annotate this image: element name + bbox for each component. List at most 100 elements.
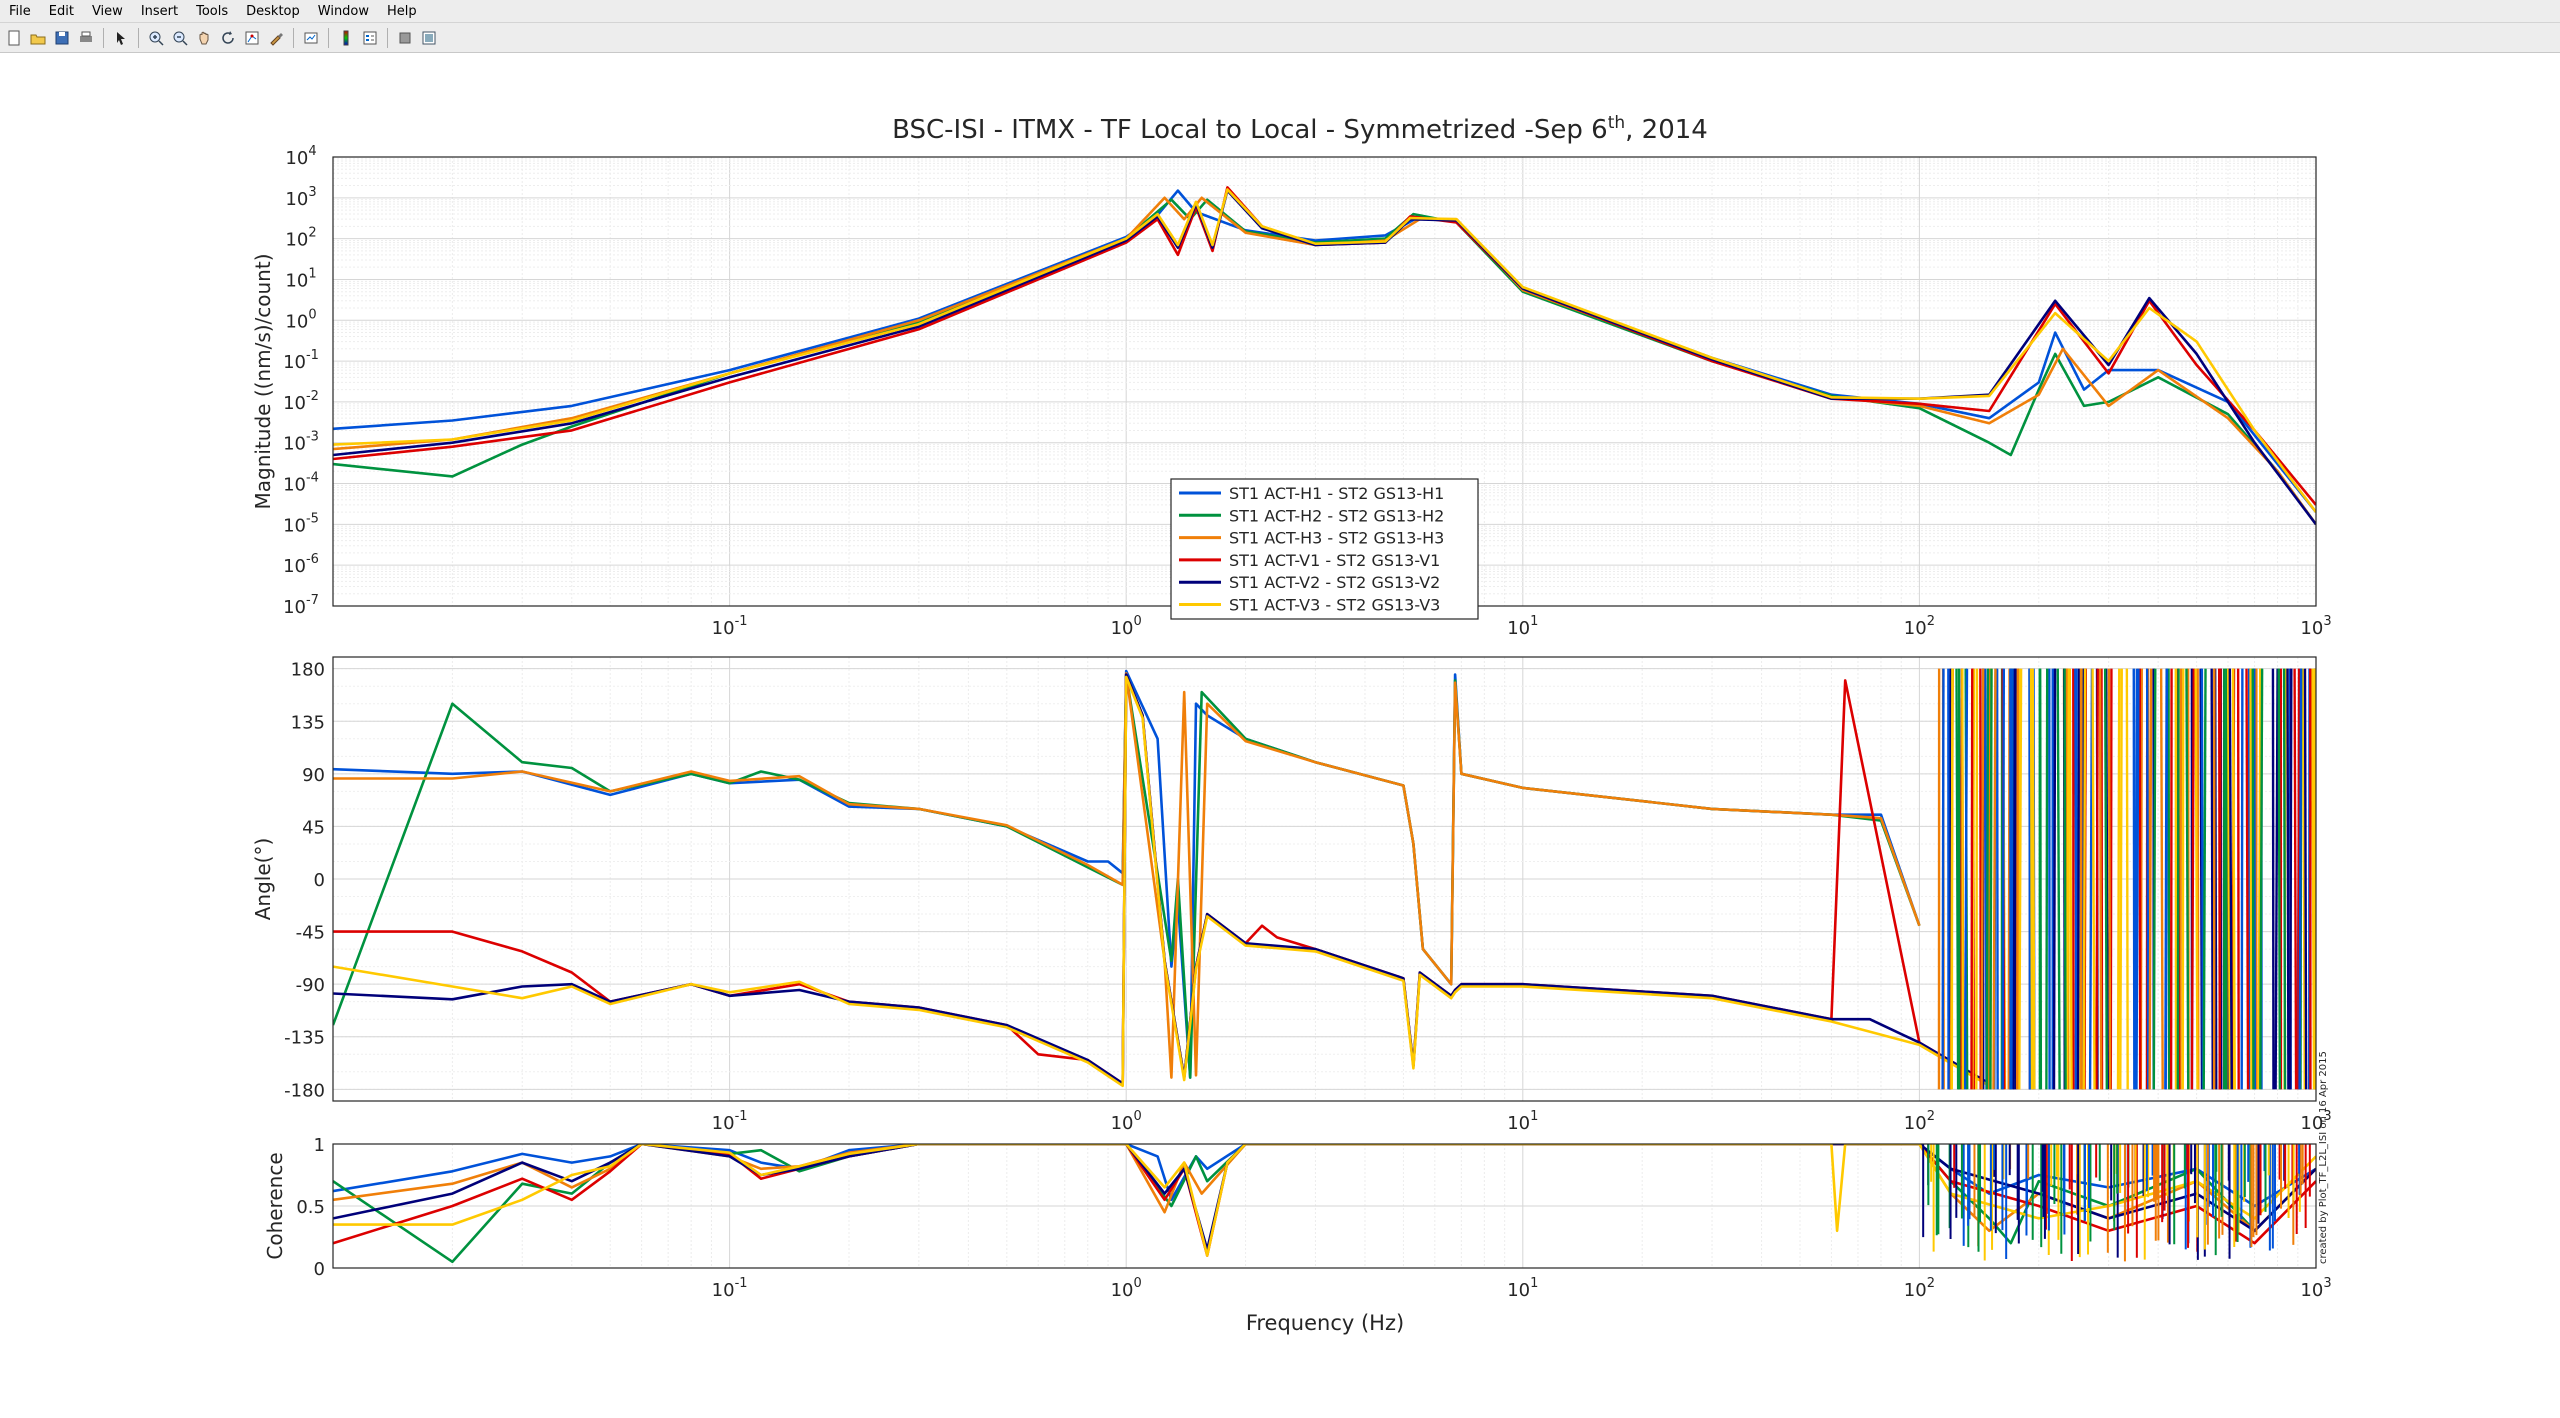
phase-wrap-line bbox=[2282, 668, 2287, 1090]
toolbar-separator bbox=[328, 27, 329, 48]
phase-wrap-line bbox=[2001, 668, 2006, 1090]
menu-tools[interactable]: Tools bbox=[196, 3, 229, 19]
phase-wrap-line bbox=[2028, 668, 2032, 1090]
edit-plot-arrow-icon bbox=[117, 31, 125, 45]
phase-wrap-line bbox=[2068, 668, 2073, 1090]
phase-wrap-line bbox=[2185, 668, 2190, 1090]
toolbar-separator bbox=[103, 27, 104, 48]
high-frequency-noise bbox=[1922, 1144, 2311, 1262]
phase-wrap-line bbox=[2018, 668, 2023, 1090]
insert-legend-button[interactable] bbox=[359, 27, 381, 49]
brush-icon bbox=[270, 32, 283, 46]
phase-wrap-line bbox=[2226, 668, 2231, 1090]
series-group bbox=[333, 1144, 2316, 1264]
phase-wrap-line bbox=[2065, 668, 2071, 1090]
data-cursor-icon bbox=[245, 31, 259, 44]
zoom-in-icon bbox=[149, 31, 164, 46]
phase-wrap-line bbox=[2135, 668, 2140, 1090]
phase-wrap-line bbox=[2210, 668, 2214, 1090]
phase-wrap-line bbox=[1970, 668, 1974, 1090]
save-button[interactable] bbox=[51, 27, 73, 49]
phase-wrap-line bbox=[2289, 668, 2293, 1090]
y-tick-label: 104 bbox=[285, 144, 316, 169]
phase-wrap-line bbox=[2228, 668, 2233, 1090]
link-plot-button[interactable] bbox=[300, 27, 322, 49]
phase-wrap-line bbox=[2176, 668, 2180, 1090]
phase-wrap-line bbox=[1989, 668, 1993, 1090]
phase-wrap-line bbox=[1950, 668, 1954, 1090]
print-icon bbox=[80, 31, 92, 42]
phase-wrap-line bbox=[2236, 668, 2240, 1090]
phase-wrap-line bbox=[2052, 668, 2057, 1090]
zoom-out-button[interactable] bbox=[169, 27, 191, 49]
phase-wrap-line bbox=[2038, 668, 2043, 1090]
toolbar-separator bbox=[293, 27, 294, 48]
y-tick-label: 10-1 bbox=[283, 348, 319, 373]
brush-button[interactable] bbox=[265, 27, 287, 49]
rotate-3d-button[interactable] bbox=[217, 27, 239, 49]
x-tick-label: 101 bbox=[1507, 1109, 1538, 1134]
hide-plot-tools-button[interactable] bbox=[394, 27, 416, 49]
series-line-6 bbox=[333, 675, 1990, 1088]
legend-entry-1: ST1 ACT-H1 - ST2 GS13-H1 bbox=[1229, 484, 1444, 503]
show-plot-tools-button[interactable] bbox=[418, 27, 440, 49]
y-tick-label: 1 bbox=[314, 1135, 325, 1156]
phase-wrap-line bbox=[2015, 668, 2020, 1090]
insert-colorbar-button[interactable] bbox=[335, 27, 357, 49]
series-group bbox=[333, 668, 2316, 1090]
menu-file[interactable]: File bbox=[9, 3, 31, 19]
chart-title-superscript: th bbox=[1608, 113, 1625, 133]
phase-wrap-line bbox=[2031, 668, 2036, 1090]
phase-wrap-line bbox=[2095, 668, 2099, 1090]
phase-wrap-line bbox=[2145, 668, 2150, 1090]
y-tick-labels: -180 -135 -90 -45 0 45 90 135 180 bbox=[284, 660, 325, 1102]
pan-button[interactable] bbox=[193, 27, 215, 49]
x-tick-label: 102 bbox=[1904, 1276, 1935, 1301]
legend-entry-3: ST1 ACT-H3 - ST2 GS13-H3 bbox=[1229, 529, 1444, 548]
phase-wrap-line bbox=[1980, 668, 1985, 1090]
phase-wrap-line bbox=[2063, 668, 2067, 1090]
data-cursor-button[interactable] bbox=[241, 27, 263, 49]
menu-help[interactable]: Help bbox=[387, 3, 417, 19]
toolbar-separator bbox=[387, 27, 388, 48]
legend-entry-5: ST1 ACT-V2 - ST2 GS13-V2 bbox=[1229, 573, 1440, 592]
x-tick-labels: 10-1 100 101 102 103 bbox=[712, 614, 2332, 639]
y-tick-label: 0.5 bbox=[296, 1197, 325, 1218]
phase-wrap-line bbox=[2107, 668, 2112, 1090]
x-tick-labels: 10-1 100 101 102 103 bbox=[712, 1276, 2332, 1301]
phase-wrap-line bbox=[2098, 668, 2103, 1090]
figure-toolbar bbox=[0, 23, 2560, 53]
menu-view[interactable]: View bbox=[91, 3, 123, 19]
figure-canvas: BSC-ISI - ITMX - TF Local to Local - Sym… bbox=[251, 113, 2332, 1335]
phase-wrap-line bbox=[2045, 668, 2049, 1090]
chart-title-main: BSC-ISI - ITMX - TF Local to Local - Sym… bbox=[892, 115, 1608, 145]
menu-insert[interactable]: Insert bbox=[140, 3, 179, 19]
chart-title-tail: , 2014 bbox=[1625, 115, 1708, 145]
y-axis-label-2: Angle(°) bbox=[251, 838, 275, 921]
phase-wrap-line bbox=[2249, 668, 2253, 1090]
phase-wrap-line bbox=[1963, 668, 1969, 1090]
open-file-icon bbox=[30, 34, 46, 44]
phase-wrap-line bbox=[1992, 668, 1997, 1090]
edit-plot-arrow-button[interactable] bbox=[110, 27, 132, 49]
new-figure-icon bbox=[8, 30, 20, 45]
y-tick-label: 45 bbox=[302, 817, 325, 838]
phase-wrap-line bbox=[2074, 668, 2078, 1090]
menu-window[interactable]: Window bbox=[317, 3, 370, 19]
y-tick-label: 10-4 bbox=[283, 471, 319, 496]
phase-wrap-line bbox=[2298, 668, 2303, 1090]
open-file-button[interactable] bbox=[27, 27, 49, 49]
zoom-in-button[interactable] bbox=[145, 27, 167, 49]
phase-wrap-line bbox=[2012, 668, 2017, 1090]
pan-icon bbox=[199, 31, 209, 44]
menu-edit[interactable]: Edit bbox=[48, 3, 74, 19]
phase-wrap-line bbox=[2286, 668, 2290, 1090]
print-button[interactable] bbox=[75, 27, 97, 49]
phase-wrap-line bbox=[2240, 668, 2244, 1090]
new-figure-button[interactable] bbox=[3, 27, 25, 49]
menu-desktop[interactable]: Desktop bbox=[246, 3, 300, 19]
x-tick-label: 103 bbox=[2300, 1276, 2331, 1301]
footnote: created by Plot_TF_L2L_ISI on 16 Apr 201… bbox=[2318, 1051, 2329, 1264]
phase-wrap-line bbox=[2202, 668, 2207, 1090]
phase-wrap-line bbox=[2178, 668, 2183, 1090]
